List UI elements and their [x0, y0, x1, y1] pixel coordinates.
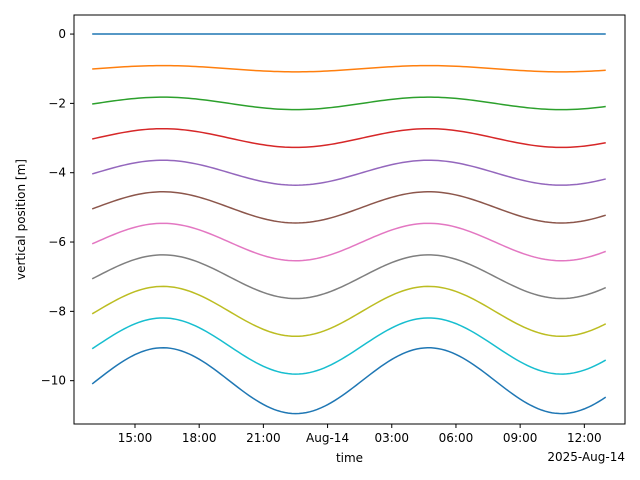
y-tick-label-0: 0	[58, 27, 66, 41]
y-tick-label-4: −8	[48, 304, 66, 318]
x-tick-label-0: 15:00	[118, 431, 153, 445]
series-line-6	[91, 222, 607, 262]
y-tick-label-3: −6	[48, 235, 66, 249]
series-line-9	[91, 317, 607, 375]
x-tick-label-4: 03:00	[374, 431, 409, 445]
y-tick-label-2: −4	[48, 166, 66, 180]
series-line-1	[92, 64, 606, 73]
y-tick-label-5: −10	[41, 374, 66, 388]
series-line-8	[91, 285, 607, 338]
y-tick-label-1: −2	[48, 96, 66, 110]
x-tick-label-3: Aug-14	[306, 431, 349, 445]
x-tick-label-2: 21:00	[246, 431, 281, 445]
x-tick-label-5: 06:00	[439, 431, 474, 445]
x-tick-label-1: 18:00	[182, 431, 217, 445]
x-tick-label-6: 09:00	[503, 431, 538, 445]
series-line-5	[91, 191, 606, 224]
series-line-10	[91, 346, 607, 415]
series-line-4	[91, 159, 606, 186]
x-axis: 15:00 18:00 21:00 Aug-14 03:00 06:00 09:00 12:0…	[118, 424, 602, 445]
y-axis: 0 −2 −4 −6 −8 −10	[41, 27, 74, 388]
series-line-2	[92, 96, 606, 111]
series-line-7	[91, 254, 607, 300]
x-tick-label-7: 12:00	[567, 431, 602, 445]
series-line-3	[92, 127, 606, 149]
x-axis-offset-label: 2025-Aug-14	[547, 450, 625, 464]
x-axis-label: time	[336, 451, 363, 465]
series-layer	[91, 33, 607, 415]
y-axis-label: vertical position [m]	[14, 159, 28, 280]
plot-frame	[73, 14, 626, 425]
